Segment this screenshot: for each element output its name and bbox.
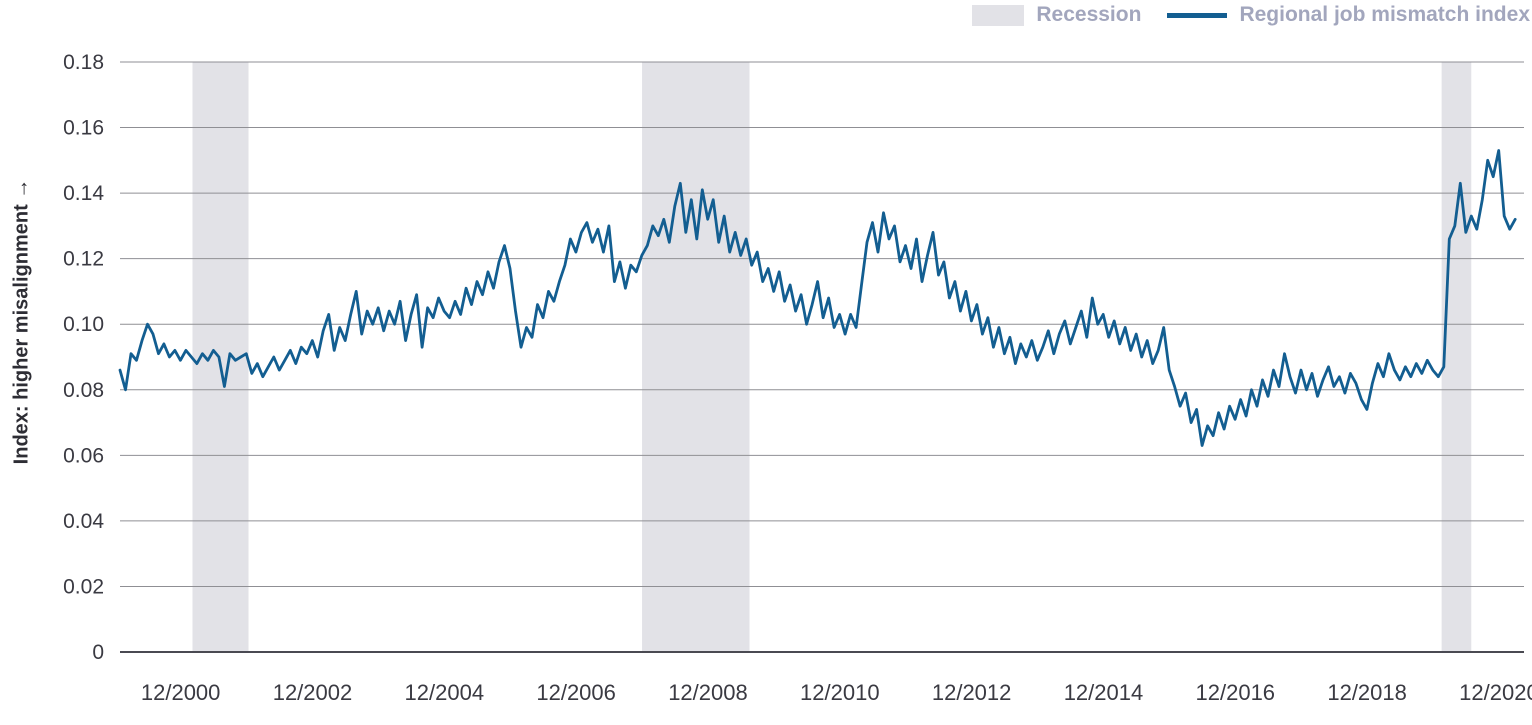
legend: Recession Regional job mismatch index — [972, 3, 1530, 27]
y-tick-label: 0.16 — [63, 117, 104, 140]
x-tick-label: 12/2014 — [1064, 680, 1144, 705]
x-tick-label: 12/2020 — [1459, 680, 1532, 705]
y-tick-label: 0.08 — [63, 379, 104, 402]
legend-series-label: Regional job mismatch index — [1239, 3, 1530, 26]
x-tick-label: 12/2016 — [1196, 680, 1276, 705]
series-line-swatch — [1167, 12, 1228, 18]
y-tick-label: 0.10 — [63, 313, 104, 336]
x-tick-label: 12/2000 — [141, 680, 221, 705]
recession-band — [642, 62, 750, 652]
x-tick-label: 12/2008 — [668, 680, 748, 705]
x-tick-label: 12/2006 — [536, 680, 616, 705]
legend-item-recession: Recession — [972, 3, 1141, 27]
y-tick-label: 0.06 — [63, 444, 104, 467]
y-axis-title: Index: higher misalignment → — [10, 178, 33, 465]
x-tick-label: 12/2004 — [405, 680, 485, 705]
legend-recession-label: Recession — [1036, 3, 1142, 26]
x-tick-label: 12/2002 — [273, 680, 353, 705]
recession-swatch — [972, 4, 1025, 26]
series-line — [118, 149, 1517, 447]
y-tick-label: 0.02 — [63, 575, 104, 598]
recession-band — [1441, 62, 1472, 652]
y-tick-label: 0.04 — [63, 510, 104, 533]
y-tick-label: 0.14 — [63, 182, 104, 205]
x-tick-label: 12/2012 — [932, 680, 1012, 705]
x-tick-label: 12/2018 — [1327, 680, 1407, 705]
y-tick-label: 0 — [92, 641, 104, 664]
x-tick-label: 12/2010 — [800, 680, 880, 705]
legend-item-series: Regional job mismatch index — [1167, 3, 1530, 27]
y-tick-label: 0.12 — [63, 248, 104, 271]
y-tick-label: 0.18 — [63, 51, 104, 74]
